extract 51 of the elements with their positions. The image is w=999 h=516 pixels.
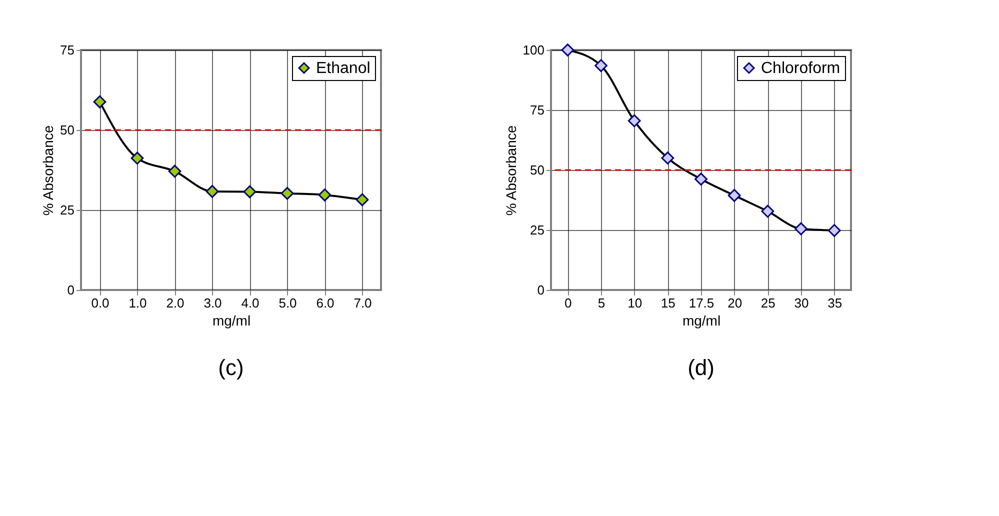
x-tick-label: 6.0 — [316, 296, 334, 310]
point — [130, 152, 144, 165]
point — [561, 44, 574, 56]
x-tick-label: 20 — [728, 296, 742, 310]
x-tick-label: 30 — [794, 296, 809, 310]
point — [794, 222, 808, 236]
x-tick-label: 5.0 — [278, 296, 297, 310]
point — [628, 114, 641, 128]
x-axis-title: mg/ml — [212, 312, 251, 328]
x-tick-label: 7.0 — [354, 296, 372, 310]
y-tick-label: 25 — [530, 222, 544, 238]
point — [206, 184, 219, 198]
point — [318, 188, 332, 202]
x-tick-label: 25 — [760, 296, 776, 310]
y-tick-label: 75 — [530, 102, 544, 118]
y-tick-label: 50 — [530, 162, 544, 178]
x-tick-label: 0.0 — [91, 296, 110, 310]
point — [661, 152, 674, 164]
point — [280, 186, 294, 200]
x-tick-label: 17.5 — [688, 296, 714, 310]
y-tick-label: 25 — [60, 202, 74, 218]
x-tick-label: 4.0 — [241, 296, 260, 310]
point — [761, 204, 774, 218]
point — [243, 185, 256, 198]
legend-label: Ethanol — [316, 60, 370, 77]
x-tick-label: 15 — [660, 296, 676, 310]
point — [828, 224, 841, 237]
text: (c) — [218, 355, 244, 380]
point — [594, 59, 608, 72]
x-axis-title: mg/ml — [682, 312, 721, 328]
y-tick-label: 0 — [537, 282, 544, 298]
y-tick-label: 0 — [67, 282, 74, 298]
point — [728, 188, 741, 202]
y-axis-title: % Absorbance — [40, 125, 56, 216]
x-tick-label: 1.0 — [128, 296, 147, 310]
point — [694, 172, 708, 186]
y-axis-title: % Absorbance — [502, 125, 519, 216]
y-tick-label: 50 — [60, 122, 74, 138]
legend-label: Chloroform — [761, 60, 840, 77]
x-tick-label: 10 — [628, 296, 642, 310]
x-tick-label: 0 — [564, 296, 572, 310]
point — [168, 164, 182, 178]
x-tick-label: 3.0 — [204, 296, 222, 310]
point — [93, 95, 106, 108]
y-tick-label: 75 — [60, 42, 74, 58]
x-tick-label: 35 — [828, 296, 842, 310]
text: (d) — [688, 355, 714, 380]
x-tick-label: 5 — [598, 296, 606, 310]
point — [356, 193, 369, 206]
x-tick-label: 2.0 — [166, 296, 184, 310]
y-tick-label: 100 — [522, 42, 544, 58]
